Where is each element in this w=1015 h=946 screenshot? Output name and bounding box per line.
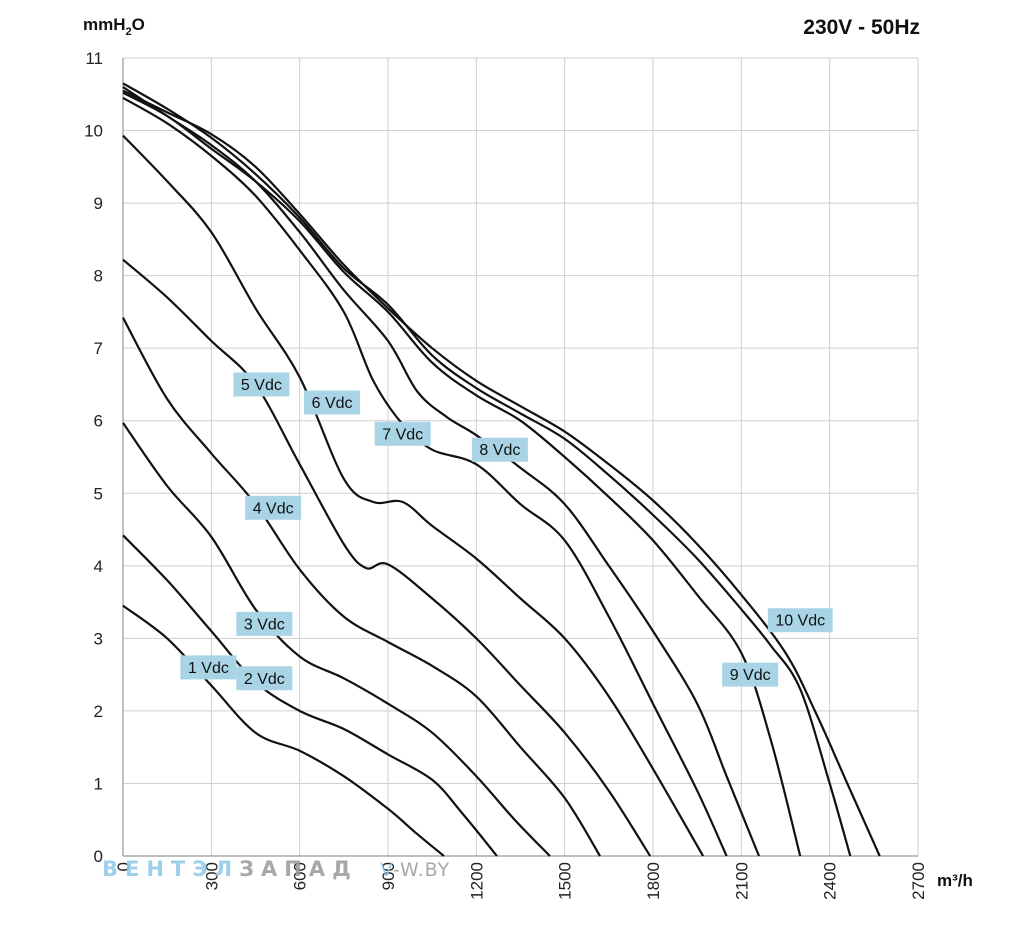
series-label-box bbox=[304, 390, 361, 415]
series-label-box bbox=[236, 611, 293, 636]
series-label: 1 Vdc bbox=[180, 655, 237, 680]
watermark: ВЕНТЭЛЗАПАД V-W.BY bbox=[102, 857, 450, 881]
series-label: 9 Vdc bbox=[722, 662, 779, 687]
x-tick-label: 900 bbox=[379, 862, 398, 890]
y-tick-label: 3 bbox=[94, 629, 103, 648]
series-line bbox=[122, 82, 852, 857]
series-label-box bbox=[471, 437, 528, 462]
series-label-text: 9 Vdc bbox=[730, 667, 771, 684]
series-label: 3 Vdc bbox=[236, 611, 293, 636]
y-axis-label-main: mmH bbox=[83, 15, 126, 34]
x-axis-label: m³/h bbox=[937, 871, 973, 890]
series-label-box bbox=[180, 655, 237, 680]
series-line bbox=[122, 91, 802, 857]
series-label-text: 8 Vdc bbox=[479, 442, 520, 459]
y-tick-label: 9 bbox=[94, 194, 103, 213]
y-tick-label: 0 bbox=[94, 847, 103, 866]
series-line bbox=[122, 422, 551, 857]
series-lines bbox=[122, 82, 881, 857]
series-label-text: 10 Vdc bbox=[775, 613, 825, 630]
x-tick-label: 0 bbox=[114, 862, 133, 871]
series-label: 4 Vdc bbox=[245, 495, 302, 520]
x-tick-label: 1800 bbox=[644, 862, 663, 900]
y-tick-label: 8 bbox=[94, 267, 103, 286]
x-tick-label: 1200 bbox=[467, 862, 486, 900]
y-axis-label: mmH2O bbox=[83, 15, 145, 38]
watermark-site: V-W.BY bbox=[380, 859, 450, 881]
y-axis-label-sub: 2 bbox=[126, 26, 132, 38]
x-tick-label: 600 bbox=[291, 862, 310, 890]
series-label-box bbox=[236, 666, 293, 691]
series-line bbox=[122, 317, 601, 857]
watermark-brand: ВЕНТЭЛЗАПАД bbox=[102, 857, 358, 881]
series-label-box bbox=[233, 372, 290, 397]
series-line bbox=[122, 134, 705, 857]
series-label: 5 Vdc bbox=[233, 372, 290, 397]
x-tick-label: 2100 bbox=[732, 862, 751, 900]
series-label-box bbox=[245, 495, 302, 520]
y-tick-label: 10 bbox=[84, 122, 103, 141]
watermark-word-b: ЗАПАД bbox=[239, 857, 358, 881]
series-label-text: 4 Vdc bbox=[253, 500, 294, 517]
series-line bbox=[122, 534, 498, 857]
y-tick-label: 2 bbox=[94, 702, 103, 721]
y-tick-label: 5 bbox=[94, 484, 103, 503]
axes: 0 300 600 900 1200 1500 1800 2100 2400 2700 0 1 2 3 4 5… bbox=[84, 49, 928, 900]
series-label: 8 Vdc bbox=[471, 437, 528, 462]
series-label-text: 6 Vdc bbox=[312, 395, 353, 412]
series-label-text: 5 Vdc bbox=[241, 377, 282, 394]
y-tick-label: 1 bbox=[94, 774, 103, 793]
watermark-site-b: -W.BY bbox=[393, 859, 450, 881]
x-tick-label: 2700 bbox=[909, 862, 928, 900]
series-label-text: 2 Vdc bbox=[244, 671, 285, 688]
x-tick-label: 2400 bbox=[821, 862, 840, 900]
series-label-text: 1 Vdc bbox=[188, 660, 229, 677]
y-tick-label: 7 bbox=[94, 339, 103, 358]
series-label-text: 3 Vdc bbox=[244, 616, 285, 633]
series-label-box bbox=[767, 608, 833, 633]
series-label: 7 Vdc bbox=[374, 421, 431, 446]
watermark-site-a: V bbox=[380, 859, 393, 881]
series-line bbox=[122, 258, 652, 857]
x-tick-label: 1500 bbox=[556, 862, 575, 900]
series-label-box bbox=[374, 421, 431, 446]
series-label: 2 Vdc bbox=[236, 666, 293, 691]
series-labels: 1 Vdc 2 Vdc 3 Vdc 4 Vdc 5 Vdc 6 Vdc 7 Vdc 8 Vdc… bbox=[180, 372, 833, 691]
y-tick-label: 6 bbox=[94, 412, 103, 431]
series-label-text: 7 Vdc bbox=[382, 426, 423, 443]
series-line bbox=[122, 89, 881, 857]
x-tick-label: 300 bbox=[202, 862, 221, 890]
y-tick-label: 11 bbox=[85, 49, 103, 68]
chart-title: 230V - 50Hz bbox=[803, 16, 920, 39]
watermark-word-a: ВЕНТЭЛ bbox=[102, 857, 239, 881]
series-label-box bbox=[722, 662, 779, 687]
series-label: 6 Vdc bbox=[304, 390, 361, 415]
y-axis-label-tail: O bbox=[132, 15, 145, 34]
series-label: 10 Vdc bbox=[767, 608, 833, 633]
y-tick-label: 4 bbox=[94, 557, 103, 576]
series-line bbox=[122, 604, 445, 857]
